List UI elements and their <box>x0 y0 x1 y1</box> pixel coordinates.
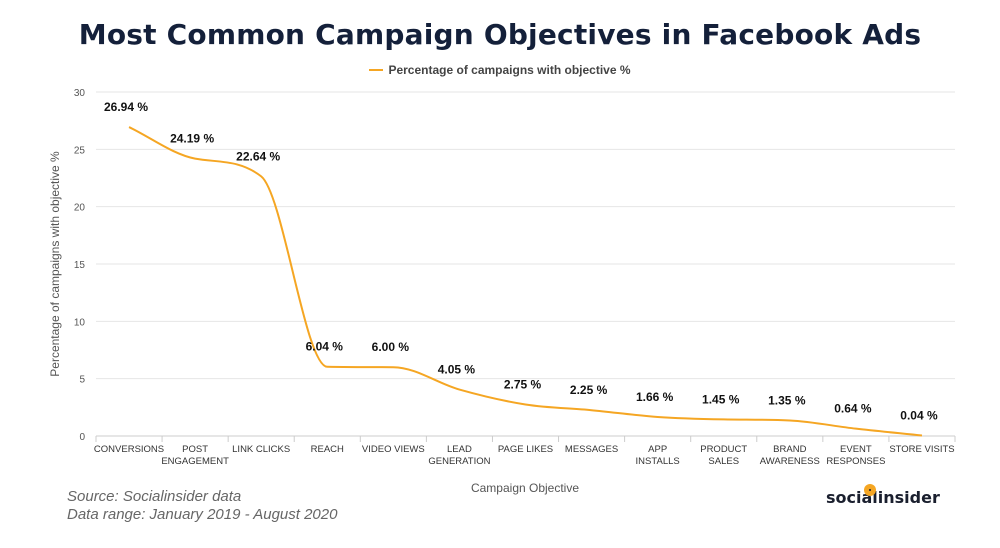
y-tick-label: 20 <box>74 203 86 214</box>
data-label: 26.94 % <box>104 100 148 114</box>
x-tick-label: PAGE LIKES <box>498 444 553 455</box>
x-tick-label: APP <box>648 444 667 455</box>
x-tick-label: VIDEO VIEWS <box>362 444 425 455</box>
source-note: Source: Socialinsider data <box>67 488 242 505</box>
data-label: 1.66 % <box>636 390 674 404</box>
y-tick-label: 0 <box>79 432 85 443</box>
chart-title: Most Common Campaign Objectives in Faceb… <box>78 18 922 51</box>
socialinsider-logo: socialinsider <box>826 488 940 507</box>
x-tick-label: GENERATION <box>428 456 490 467</box>
y-tick-label: 10 <box>74 317 86 328</box>
x-tick-label: STORE VISITS <box>889 444 954 455</box>
data-label: 2.25 % <box>570 383 608 397</box>
chart-legend: Percentage of campaigns with objective % <box>0 63 1000 77</box>
x-tick-label: CONVERSIONS <box>94 444 164 455</box>
x-tick-label: PRODUCT <box>700 444 747 455</box>
y-tick-label: 30 <box>74 88 86 99</box>
x-tick-label: MESSAGES <box>565 444 618 455</box>
y-tick-label: 25 <box>74 145 86 156</box>
logo-dot-icon <box>864 484 876 496</box>
data-label: 1.45 % <box>702 392 740 406</box>
x-tick-label: REACH <box>311 444 344 455</box>
x-tick-label: LINK CLICKS <box>232 444 290 455</box>
series-line <box>128 126 923 437</box>
legend-label: Percentage of campaigns with objective % <box>388 63 631 77</box>
data-label: 2.75 % <box>504 377 542 391</box>
y-tick-label: 15 <box>74 260 86 271</box>
x-tick-label: RESPONSES <box>826 456 885 467</box>
data-label: 1.35 % <box>768 394 806 408</box>
y-axis-title: Percentage of campaigns with objective % <box>48 151 62 377</box>
data-label: 24.19 % <box>170 132 214 146</box>
data-label: 0.04 % <box>900 409 938 423</box>
x-tick-label: AWARENESS <box>760 456 820 467</box>
x-tick-label: BRAND <box>773 444 806 455</box>
data-label: 22.64 % <box>236 149 280 163</box>
x-tick-label: LEAD <box>447 444 472 455</box>
legend-line-swatch <box>369 69 384 71</box>
date-range-note: Data range: January 2019 - August 2020 <box>67 506 338 523</box>
y-tick-label: 5 <box>79 375 85 386</box>
x-tick-label: EVENT <box>840 444 872 455</box>
x-axis-title: Campaign Objective <box>471 481 579 495</box>
x-tick-label: POST <box>182 444 208 455</box>
x-tick-label: INSTALLS <box>636 456 680 467</box>
data-label: 6.00 % <box>372 340 410 354</box>
data-label: 6.04 % <box>306 340 344 354</box>
data-label: 0.64 % <box>834 402 872 416</box>
data-label: 4.05 % <box>438 363 476 377</box>
x-tick-label: SALES <box>708 456 739 467</box>
x-tick-label: ENGAGEMENT <box>161 456 229 467</box>
